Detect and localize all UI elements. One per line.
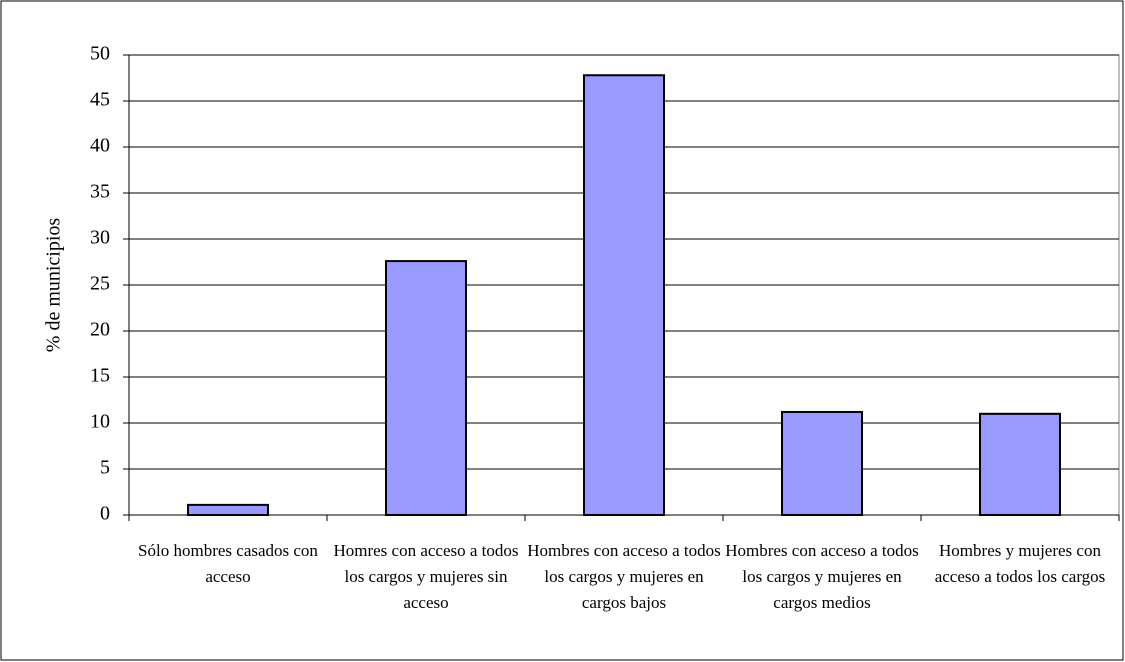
x-tick-label: Homres con acceso a todos los cargos y m… (333, 541, 519, 612)
y-tick-label: 50 (90, 43, 110, 65)
y-tick-label: 40 (90, 135, 110, 157)
bar (979, 412, 1061, 516)
bar (187, 503, 269, 517)
y-axis-title: % de municipios (43, 218, 65, 353)
x-tick-label: Hombres con acceso a todos los cargos y … (527, 541, 721, 612)
y-tick-label: 10 (90, 411, 110, 433)
bar (385, 260, 467, 516)
x-tick-label: Sólo hombres casados con acceso (138, 541, 318, 586)
y-tick-label: 30 (90, 227, 110, 249)
y-tick-label: 35 (90, 181, 110, 203)
x-tick-label: Hombres con acceso a todos los cargos y … (725, 541, 919, 612)
y-tick-label: 20 (90, 319, 110, 341)
bar (583, 74, 665, 517)
y-tick-label: 45 (90, 89, 110, 111)
bar (781, 410, 863, 516)
y-tick-label: 15 (90, 365, 110, 387)
y-tick-label: 5 (100, 457, 110, 479)
y-tick-label: 0 (100, 503, 110, 525)
y-tick-label: 25 (90, 273, 110, 295)
x-tick-label: Hombres y mujeres con acceso a todos los… (934, 541, 1106, 586)
